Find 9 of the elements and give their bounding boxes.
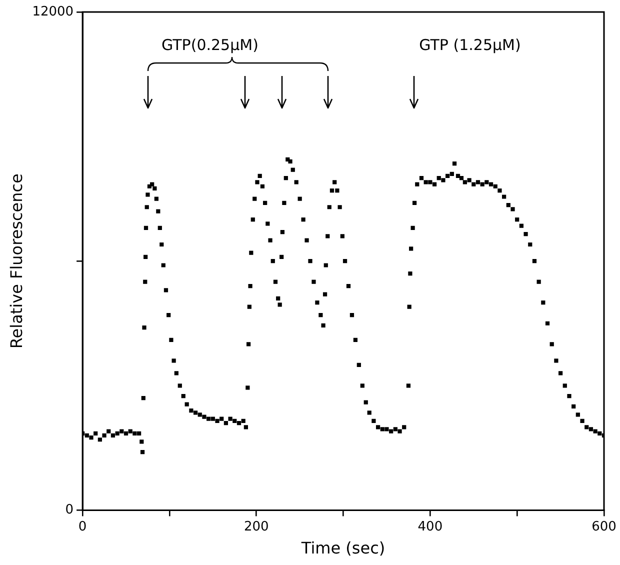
x-tick-label: 600 [592, 519, 616, 534]
x-tick-label: 200 [244, 519, 269, 534]
x-tick-label: 0 [78, 519, 87, 534]
x-axis-title: Time (sec) [300, 538, 386, 558]
x-tick-label: 400 [418, 519, 443, 534]
annotation: GTP (1.25μM) [418, 36, 522, 54]
y-tick-label: 12000 [32, 4, 74, 20]
annotation: GTP(0.25μM) [160, 36, 260, 54]
y-axis-title: Relative Fluorescence [6, 174, 26, 349]
